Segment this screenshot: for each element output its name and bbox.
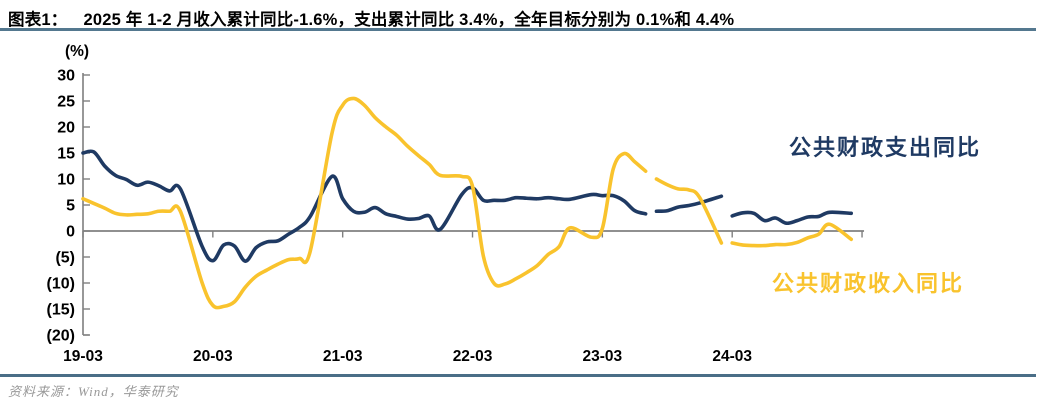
footer-divider [0,374,1036,377]
y-tick-label: 5 [66,198,75,215]
figure-number-label: 图表1： [8,11,68,29]
legend-revenue-label: 公共财政收入同比 [772,271,965,296]
expenditure-line-segment [654,194,724,214]
y-tick-label: (10) [47,276,75,293]
y-tick-label: (15) [47,302,75,319]
title-divider [0,28,1036,31]
x-tick-label: 19-03 [63,348,103,365]
x-tick-label: 22-03 [453,348,493,365]
expenditure-line-segment [81,149,648,263]
revenue-line-segment [730,222,854,248]
x-tick-label: 24-03 [712,348,752,365]
x-tick-label: 20-03 [193,348,233,365]
source-note: 资料来源：Wind，华泰研究 [8,384,179,399]
y-tick-label: 15 [57,146,75,163]
y-tick-label: 20 [57,120,75,137]
x-tick-label: 21-03 [323,348,363,365]
y-tick-label: (20) [47,328,75,345]
y-tick-label: 25 [57,94,75,111]
y-axis-unit-label: (%) [65,43,89,60]
figure-title-text: 2025 年 1-2 月收入累计同比-1.6%，支出累计同比 3.4%，全年目标… [83,11,735,29]
revenue-line-segment [654,177,724,245]
revenue-line-segment [81,96,648,310]
y-tick-label: 10 [57,172,75,189]
y-tick-label: 0 [66,224,75,241]
legend-expenditure-label: 公共财政支出同比 [789,135,982,160]
x-tick-label: 23-03 [583,348,623,365]
y-tick-label: (5) [55,250,75,267]
expenditure-line-segment [730,210,854,226]
figure-title: 图表1： 2025 年 1-2 月收入累计同比-1.6%，支出累计同比 3.4%，… [8,6,1041,30]
y-tick-label: 30 [57,68,75,85]
